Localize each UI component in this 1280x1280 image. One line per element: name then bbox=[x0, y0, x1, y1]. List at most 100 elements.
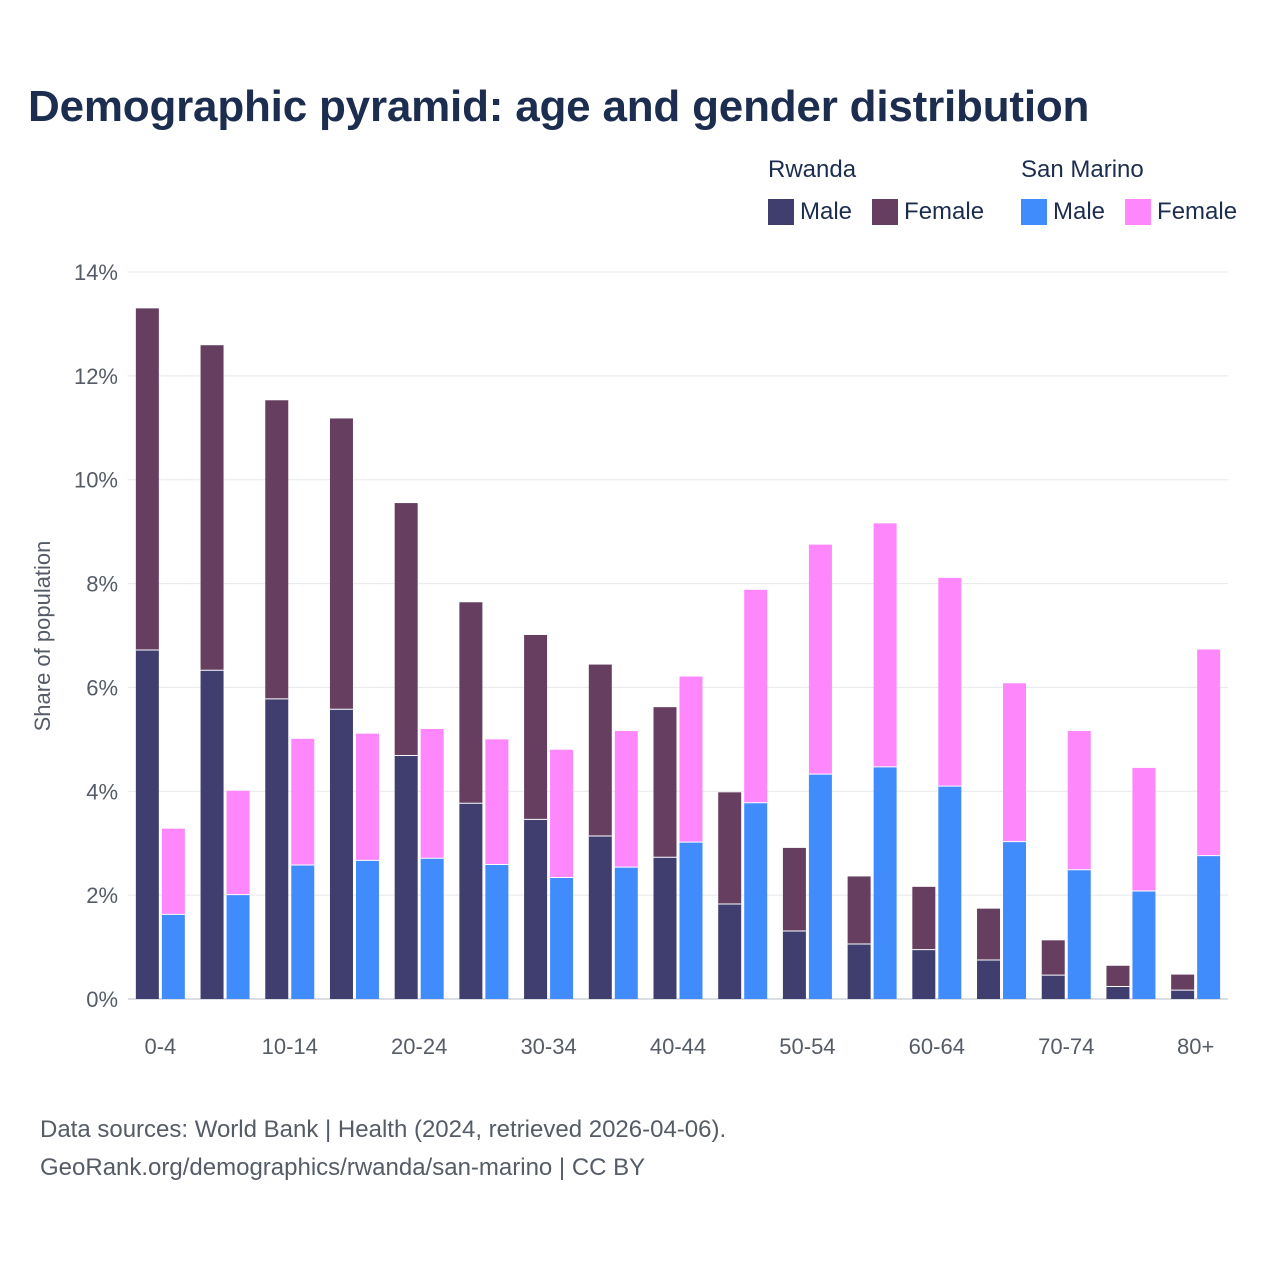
bar-rwanda-female bbox=[329, 418, 353, 710]
x-tick-label: 40-44 bbox=[650, 1034, 706, 1059]
bar-rwanda-male bbox=[912, 949, 936, 999]
bar-rwanda-female bbox=[977, 908, 1001, 961]
y-tick-label: 12% bbox=[74, 364, 118, 389]
legend-item-san-marino-female[interactable]: Female bbox=[1125, 198, 1237, 226]
bar-san-marino-male bbox=[1067, 869, 1091, 999]
bar-rwanda-female bbox=[459, 602, 483, 804]
legend-group-san-marino: San Marino Male Female bbox=[1021, 156, 1257, 226]
bar-san-marino-male bbox=[226, 894, 250, 999]
legend-swatch bbox=[872, 199, 899, 225]
bar-san-marino-male bbox=[355, 860, 379, 999]
bar-rwanda-male bbox=[718, 903, 742, 999]
bar-rwanda-female bbox=[588, 664, 612, 836]
bar-rwanda-female bbox=[1041, 940, 1065, 976]
y-tick-label: 14% bbox=[74, 260, 118, 285]
chart-title: Demographic pyramid: age and gender dist… bbox=[28, 82, 1090, 131]
legend-label: Male bbox=[1053, 198, 1106, 225]
bars bbox=[135, 308, 1221, 999]
bar-rwanda-female bbox=[265, 400, 289, 699]
legend-item-san-marino-male[interactable]: Male bbox=[1021, 198, 1105, 226]
bar-rwanda-male bbox=[977, 960, 1001, 999]
bar-rwanda-female bbox=[1171, 974, 1195, 991]
bar-san-marino-female bbox=[938, 577, 962, 787]
bar-san-marino-female bbox=[355, 733, 379, 861]
y-tick-label: 6% bbox=[86, 675, 118, 700]
bar-rwanda-male bbox=[782, 930, 806, 999]
x-axis-ticks: 0-4 10-14 20-24 30-34 40-44 50-54 60-64 70-74 80… bbox=[144, 1034, 1214, 1059]
bar-san-marino-male bbox=[550, 877, 574, 999]
bar-rwanda-male bbox=[135, 650, 159, 999]
bar-san-marino-male bbox=[808, 774, 832, 999]
bar-rwanda-male bbox=[588, 835, 612, 999]
x-tick-label: 10-14 bbox=[262, 1034, 318, 1059]
bar-san-marino-male bbox=[873, 766, 897, 999]
x-tick-label: 60-64 bbox=[909, 1034, 965, 1059]
bar-rwanda-male bbox=[1171, 990, 1195, 999]
legend-group-title: Rwanda bbox=[768, 156, 857, 183]
bar-san-marino-female bbox=[485, 739, 509, 865]
bar-san-marino-male bbox=[1003, 841, 1027, 999]
legend-swatch bbox=[1021, 199, 1047, 225]
legend-group-rwanda: Rwanda Male Female bbox=[768, 156, 1004, 226]
bar-san-marino-male bbox=[485, 864, 509, 999]
bar-san-marino-female bbox=[1003, 683, 1027, 842]
bar-san-marino-female bbox=[614, 731, 638, 868]
bar-san-marino-female bbox=[420, 728, 444, 859]
bar-rwanda-male bbox=[1041, 975, 1065, 999]
legend-item-rwanda-female[interactable]: Female bbox=[872, 198, 984, 226]
bar-san-marino-female bbox=[1132, 767, 1156, 891]
bar-san-marino-female bbox=[161, 828, 185, 915]
legend-label: Female bbox=[904, 198, 985, 225]
bar-rwanda-male bbox=[459, 803, 483, 999]
y-axis-ticks: 0% 2% 4% 6% 8% 10% 12% 14% bbox=[74, 260, 118, 1012]
bar-rwanda-male bbox=[329, 709, 353, 999]
legend-item-rwanda-male[interactable]: Male bbox=[768, 198, 852, 226]
bar-rwanda-male bbox=[847, 943, 871, 999]
y-axis-label: Share of population bbox=[30, 541, 55, 732]
bar-san-marino-male bbox=[938, 786, 962, 999]
legend-label: Female bbox=[1157, 198, 1238, 225]
bar-san-marino-female bbox=[1197, 649, 1221, 856]
y-tick-label: 0% bbox=[86, 987, 118, 1012]
bar-rwanda-female bbox=[782, 847, 806, 931]
bar-rwanda-male bbox=[653, 857, 677, 999]
y-tick-label: 2% bbox=[86, 883, 118, 908]
legend-group-title: San Marino bbox=[1021, 156, 1144, 183]
x-tick-label: 50-54 bbox=[779, 1034, 835, 1059]
bar-san-marino-male bbox=[291, 865, 315, 999]
x-tick-label: 30-34 bbox=[520, 1034, 576, 1059]
bar-rwanda-female bbox=[394, 503, 418, 756]
footer-attribution: GeoRank.org/demographics/rwanda/san-mari… bbox=[40, 1154, 646, 1181]
bar-rwanda-female bbox=[1106, 965, 1130, 987]
y-tick-label: 8% bbox=[86, 572, 118, 597]
bar-san-marino-male bbox=[679, 842, 703, 999]
bar-san-marino-male bbox=[744, 802, 768, 999]
bar-rwanda-female bbox=[653, 707, 677, 858]
bar-san-marino-male bbox=[1197, 855, 1221, 999]
bar-san-marino-female bbox=[873, 523, 897, 767]
legend-swatch bbox=[1125, 199, 1152, 225]
bar-rwanda-female bbox=[524, 634, 548, 820]
bar-rwanda-female bbox=[718, 792, 742, 904]
bar-san-marino-male bbox=[614, 867, 638, 999]
legend-label: Male bbox=[800, 198, 853, 225]
bar-san-marino-female bbox=[291, 738, 315, 866]
bar-rwanda-male bbox=[524, 819, 548, 999]
legend-swatch bbox=[768, 199, 794, 225]
bar-rwanda-female bbox=[135, 308, 159, 651]
bar-san-marino-female bbox=[1067, 731, 1091, 870]
bar-san-marino-female bbox=[679, 676, 703, 843]
bar-rwanda-male bbox=[265, 698, 289, 999]
bar-san-marino-female bbox=[808, 544, 832, 775]
bar-rwanda-female bbox=[847, 876, 871, 944]
bar-san-marino-female bbox=[550, 749, 574, 878]
bar-san-marino-male bbox=[161, 914, 185, 999]
bar-rwanda-male bbox=[1106, 986, 1130, 999]
bar-san-marino-female bbox=[226, 790, 250, 895]
footer-source: Data sources: World Bank | Health (2024,… bbox=[40, 1116, 727, 1143]
bar-rwanda-male bbox=[394, 755, 418, 999]
bar-san-marino-male bbox=[420, 858, 444, 999]
bar-rwanda-female bbox=[200, 345, 224, 671]
bar-san-marino-male bbox=[1132, 890, 1156, 999]
